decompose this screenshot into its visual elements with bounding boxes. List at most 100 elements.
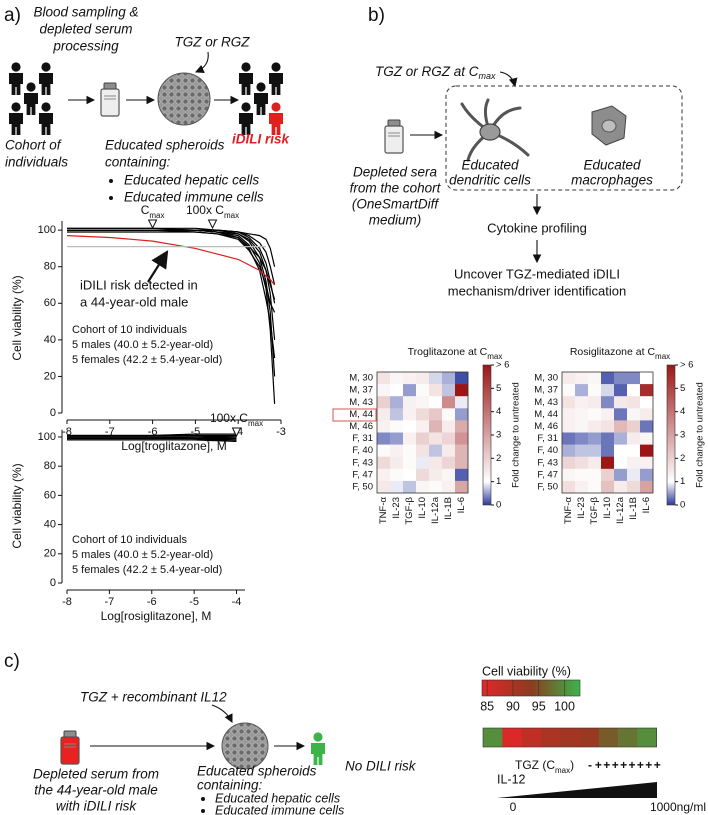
label-sub: max xyxy=(149,211,164,220)
heat-cell xyxy=(390,420,404,433)
heat-cell xyxy=(640,408,654,421)
marker-triangle xyxy=(231,427,242,438)
step-text: Cytokine profiling xyxy=(487,220,587,235)
bottle xyxy=(100,82,120,117)
serum-text: the 44-year-old male xyxy=(34,783,158,798)
y-tick-label: 0 xyxy=(50,407,56,419)
label-sub: max xyxy=(487,352,502,361)
col-label: IL-12a xyxy=(615,496,626,524)
bullet-text: Educated immune cells xyxy=(215,803,344,815)
bottle xyxy=(384,119,404,154)
heat-cell xyxy=(403,456,417,470)
viability-cell xyxy=(540,728,561,747)
heat-cell xyxy=(601,420,615,433)
heat-cell xyxy=(429,480,443,494)
bullet xyxy=(201,809,205,813)
y-tick-label: 20 xyxy=(44,370,56,382)
heat-cell xyxy=(455,468,469,482)
heat-cell xyxy=(601,408,615,421)
heat-cell xyxy=(455,420,469,433)
heat-cell xyxy=(377,468,391,482)
col-label: IL-12a xyxy=(430,496,441,524)
colorbar-tick-label: 85 xyxy=(480,699,494,713)
viability-cell xyxy=(579,728,600,747)
heat-cell xyxy=(455,432,469,445)
label-main: C xyxy=(141,203,150,217)
colorbar-tick-label: 4 xyxy=(496,406,501,417)
marker-triangle xyxy=(147,219,158,230)
step-text: Blood sampling & xyxy=(33,5,138,20)
macrophage xyxy=(591,105,627,146)
risk-icon xyxy=(239,62,283,135)
heat-cell xyxy=(601,456,615,470)
row-label: M, 37 xyxy=(534,385,558,396)
sera-text: Depleted sera xyxy=(353,165,438,180)
spheroid xyxy=(157,72,211,126)
heat-cell xyxy=(588,444,602,457)
label-sub: max xyxy=(248,419,263,428)
x-tick-label: -5 xyxy=(189,596,199,608)
label: 100x Cmax xyxy=(186,203,239,219)
col-label: IL-23 xyxy=(391,497,402,519)
heat-cell xyxy=(442,480,456,494)
label-sub: max xyxy=(555,766,570,775)
y-axis-label: Cell viability (%) xyxy=(10,275,24,360)
heat-cell xyxy=(416,372,430,385)
person xyxy=(39,102,53,135)
x-tick-label: -4 xyxy=(232,596,242,608)
heat-cell xyxy=(562,396,576,409)
heat-cell xyxy=(575,408,589,421)
heat-cell xyxy=(575,396,589,409)
heat-cell xyxy=(588,396,602,409)
row-label: M, 43 xyxy=(349,397,373,408)
label-sub: max xyxy=(224,211,239,220)
heat-cell xyxy=(562,408,576,421)
row-label: M, 30 xyxy=(534,373,558,384)
col-label: IL-6 xyxy=(641,497,652,513)
person xyxy=(239,102,253,135)
curve xyxy=(66,235,276,286)
dose-label: 0 xyxy=(510,800,517,814)
spheroid-text: Educated spheroids xyxy=(105,138,225,153)
colorbar-tick-label: 0 xyxy=(680,500,685,511)
bottle xyxy=(60,730,80,765)
x-tick-label: -7 xyxy=(104,596,114,608)
heat-cell xyxy=(455,480,469,494)
curve xyxy=(67,229,276,267)
heat-cell xyxy=(429,396,443,409)
callout-text: a 44-year-old male xyxy=(80,294,188,309)
colorbar-tick-label: > 6 xyxy=(680,360,693,371)
x-tick-label: -6 xyxy=(147,596,157,608)
cell-text: Educated xyxy=(461,158,519,173)
y-tick-label: 80 xyxy=(44,460,56,472)
heat-cell xyxy=(562,468,576,482)
heat-cell xyxy=(614,372,628,385)
heat-cell xyxy=(455,444,469,457)
heat-cell xyxy=(614,480,628,494)
arrow xyxy=(211,704,233,723)
cell-text: dendritic cells xyxy=(449,173,531,188)
heat-cell xyxy=(640,420,654,433)
step-text: mechanism/driver identification xyxy=(448,283,626,298)
marker-triangle xyxy=(207,219,218,230)
colorbar-tick-label: 5 xyxy=(496,383,501,394)
heat-cell xyxy=(403,468,417,482)
cohort-icon xyxy=(9,62,53,135)
colorbar xyxy=(482,364,492,506)
heat-cell xyxy=(627,432,641,445)
treatment-sign: + xyxy=(637,758,644,772)
colorbar-tick-label: 90 xyxy=(506,699,520,713)
x-axis-label: Log[troglitazone], M xyxy=(121,439,226,453)
viability-cell xyxy=(483,728,503,747)
cohort-text: individuals xyxy=(5,155,68,170)
x-tick-label: -6 xyxy=(148,426,158,438)
x-tick-label: -8 xyxy=(62,596,72,608)
heat-cell xyxy=(627,456,641,470)
colorbar-tick-label: 3 xyxy=(680,430,685,441)
heat-cell xyxy=(601,444,615,457)
treatment-text: TGZ + recombinant IL12 xyxy=(80,690,227,705)
curve xyxy=(67,433,237,437)
treatment-sign: - xyxy=(588,758,592,772)
highlight-box xyxy=(332,408,377,422)
